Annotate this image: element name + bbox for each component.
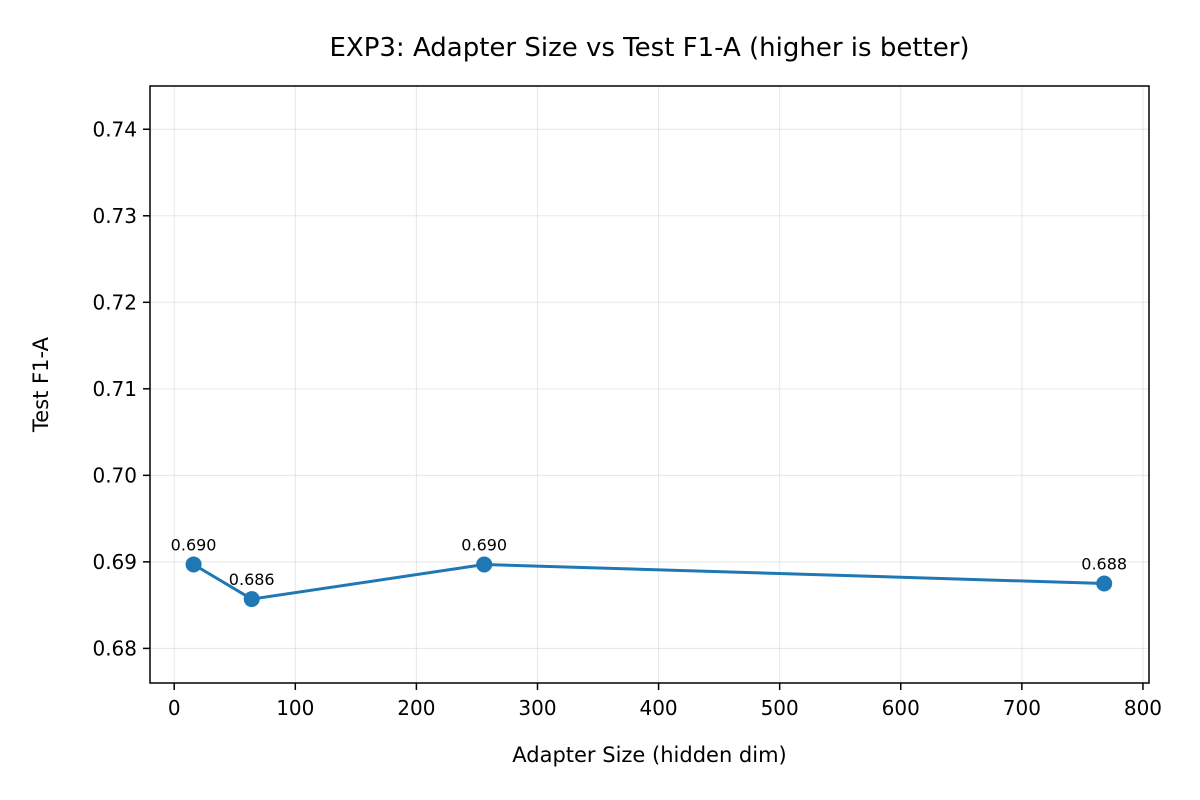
data-label: 0.690 bbox=[461, 535, 507, 554]
x-tick-label: 300 bbox=[518, 696, 556, 720]
x-tick-label: 0 bbox=[168, 696, 181, 720]
y-tick-label: 0.73 bbox=[92, 204, 137, 228]
x-tick-label: 800 bbox=[1124, 696, 1162, 720]
y-axis: 0.68 0.69 0.70 0.71 0.72 0.73 0.74 bbox=[92, 117, 150, 660]
y-tick-label: 0.74 bbox=[92, 117, 137, 141]
data-label: 0.690 bbox=[171, 535, 217, 554]
y-tick-label: 0.72 bbox=[92, 290, 137, 314]
x-axis-label: Adapter Size (hidden dim) bbox=[512, 743, 787, 767]
x-tick-label: 500 bbox=[761, 696, 799, 720]
data-point bbox=[476, 556, 493, 573]
y-tick-label: 0.71 bbox=[92, 377, 137, 401]
y-axis-label: Test F1-A bbox=[29, 336, 53, 433]
series-line bbox=[192, 563, 1105, 601]
data-point bbox=[185, 556, 202, 573]
data-label: 0.688 bbox=[1081, 555, 1127, 574]
x-axis: 0 100 200 300 400 500 600 700 800 bbox=[168, 683, 1162, 720]
data-label: 0.686 bbox=[229, 570, 275, 589]
x-tick-label: 600 bbox=[882, 696, 920, 720]
data-point bbox=[243, 591, 260, 608]
chart-title: EXP3: Adapter Size vs Test F1-A (higher … bbox=[329, 33, 969, 63]
x-tick-label: 100 bbox=[276, 696, 314, 720]
x-tick-label: 200 bbox=[397, 696, 435, 720]
x-tick-label: 700 bbox=[1003, 696, 1041, 720]
data-point bbox=[1096, 575, 1113, 592]
y-tick-label: 0.70 bbox=[92, 463, 137, 487]
plot-frame bbox=[149, 85, 1150, 684]
grid bbox=[150, 86, 1149, 683]
series: 0.690 0.686 0.690 0.688 bbox=[171, 535, 1127, 608]
y-tick-label: 0.68 bbox=[92, 636, 137, 660]
y-tick-label: 0.69 bbox=[92, 550, 137, 574]
x-tick-label: 400 bbox=[639, 696, 677, 720]
